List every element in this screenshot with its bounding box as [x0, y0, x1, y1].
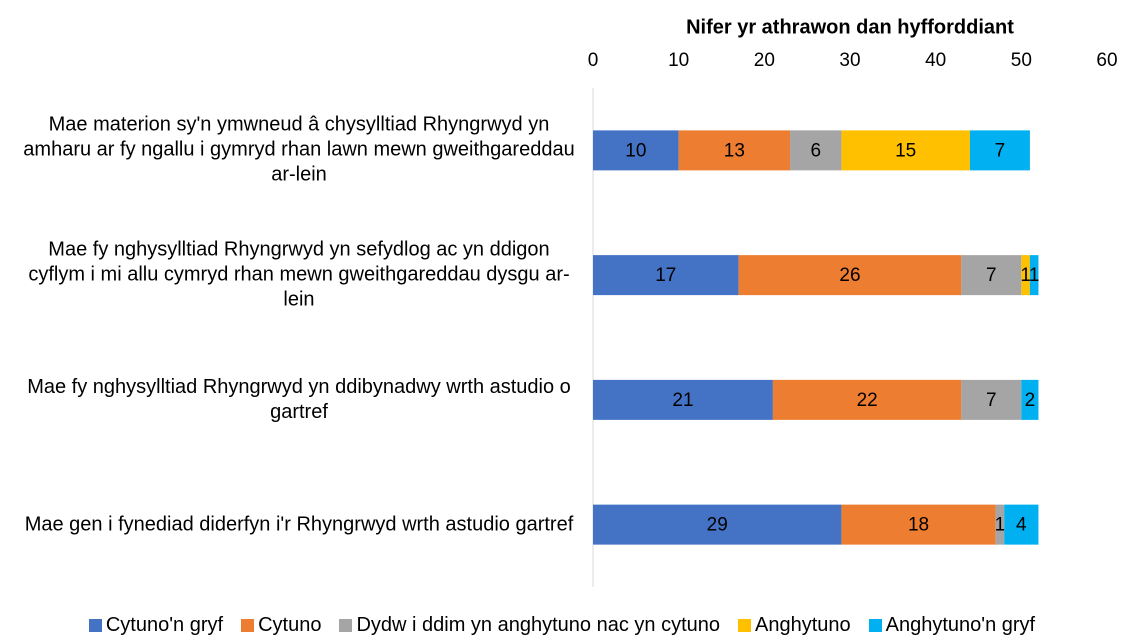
bar-segment — [790, 130, 842, 171]
legend-label: Anghytuno'n gryf — [885, 614, 1036, 636]
legend-label: Dydw i ddim yn anghytuno nac yn cytuno — [356, 614, 720, 636]
bar-segment — [678, 130, 791, 171]
legend-swatch — [241, 619, 255, 632]
x-tick-label: 40 — [925, 50, 946, 71]
category-label: Mae gen i fynediad diderfyn i'r Rhyngrwy… — [24, 513, 574, 536]
data-label: 2 — [1025, 390, 1036, 411]
legend-item: Cytuno — [241, 614, 321, 637]
bar-segment — [1021, 379, 1039, 420]
bar-segment — [841, 130, 970, 171]
data-label: 6 — [810, 140, 821, 161]
data-label: 1 — [995, 515, 1006, 536]
data-label: 4 — [1016, 515, 1027, 536]
data-label: 29 — [707, 515, 728, 536]
data-label: 10 — [625, 140, 646, 161]
bar-segment — [593, 130, 679, 171]
bar-segment — [593, 379, 773, 420]
data-label: 7 — [995, 140, 1006, 161]
data-label: 7 — [986, 390, 997, 411]
x-tick-label: 30 — [839, 50, 860, 71]
legend-swatch — [868, 619, 882, 632]
category-label: Mae fy nghysylltiad Rhyngrwyd yn ddibyna… — [27, 375, 571, 423]
legend-swatch — [88, 619, 102, 632]
data-label: 15 — [895, 140, 916, 161]
data-label: 18 — [908, 515, 929, 536]
legend-swatch — [738, 619, 751, 632]
legend-item: Dydw i ddim yn anghytuno nac yn cytuno — [339, 614, 720, 637]
legend-item: Anghytuno — [738, 614, 851, 637]
x-tick-label: 0 — [588, 50, 599, 71]
bar-segment — [961, 255, 1022, 296]
data-label: 13 — [724, 140, 745, 161]
data-label: 26 — [839, 265, 860, 286]
bar-segment — [593, 255, 739, 296]
category-label: Mae fy nghysylltiad Rhyngrwyd yn sefydlo… — [28, 238, 570, 311]
bar-segment — [738, 255, 962, 296]
legend: Cytuno'n gryf Cytuno Dydw i ddim yn anghyt… — [0, 614, 1124, 637]
bar-segment — [969, 130, 1030, 171]
bar-segment — [1004, 504, 1039, 545]
bar-segment — [772, 379, 962, 420]
legend-label: Anghytuno — [755, 614, 851, 636]
x-tick-label: 60 — [1096, 50, 1117, 71]
bar-segment — [995, 504, 1005, 545]
x-tick-label: 50 — [1011, 50, 1032, 71]
bar-segment — [1029, 255, 1039, 296]
data-label: 21 — [672, 390, 693, 411]
data-label: 7 — [986, 265, 997, 286]
data-label: 22 — [857, 390, 878, 411]
legend-swatch — [339, 619, 353, 632]
x-tick-label: 10 — [668, 50, 689, 71]
bar-segment — [961, 379, 1022, 420]
x-tick-label: 20 — [754, 50, 775, 71]
category-label: Mae materion sy'n ymwneud â chysylltiad … — [23, 113, 575, 186]
data-label: 1 — [1020, 265, 1031, 286]
bar-segment — [593, 504, 842, 545]
bar-segment — [1021, 255, 1030, 296]
data-label: 1 — [1029, 265, 1040, 286]
legend-label: Cytuno'n gryf — [105, 614, 224, 636]
legend-item: Cytuno'n gryf — [88, 614, 224, 637]
legend-label: Cytuno — [258, 614, 322, 636]
legend-item: Anghytuno'n gryf — [868, 614, 1036, 637]
data-label: 17 — [655, 265, 676, 286]
axis-title: Nifer yr athrawon dan hyfforddiant — [686, 16, 1014, 38]
bar-segment — [841, 504, 996, 545]
